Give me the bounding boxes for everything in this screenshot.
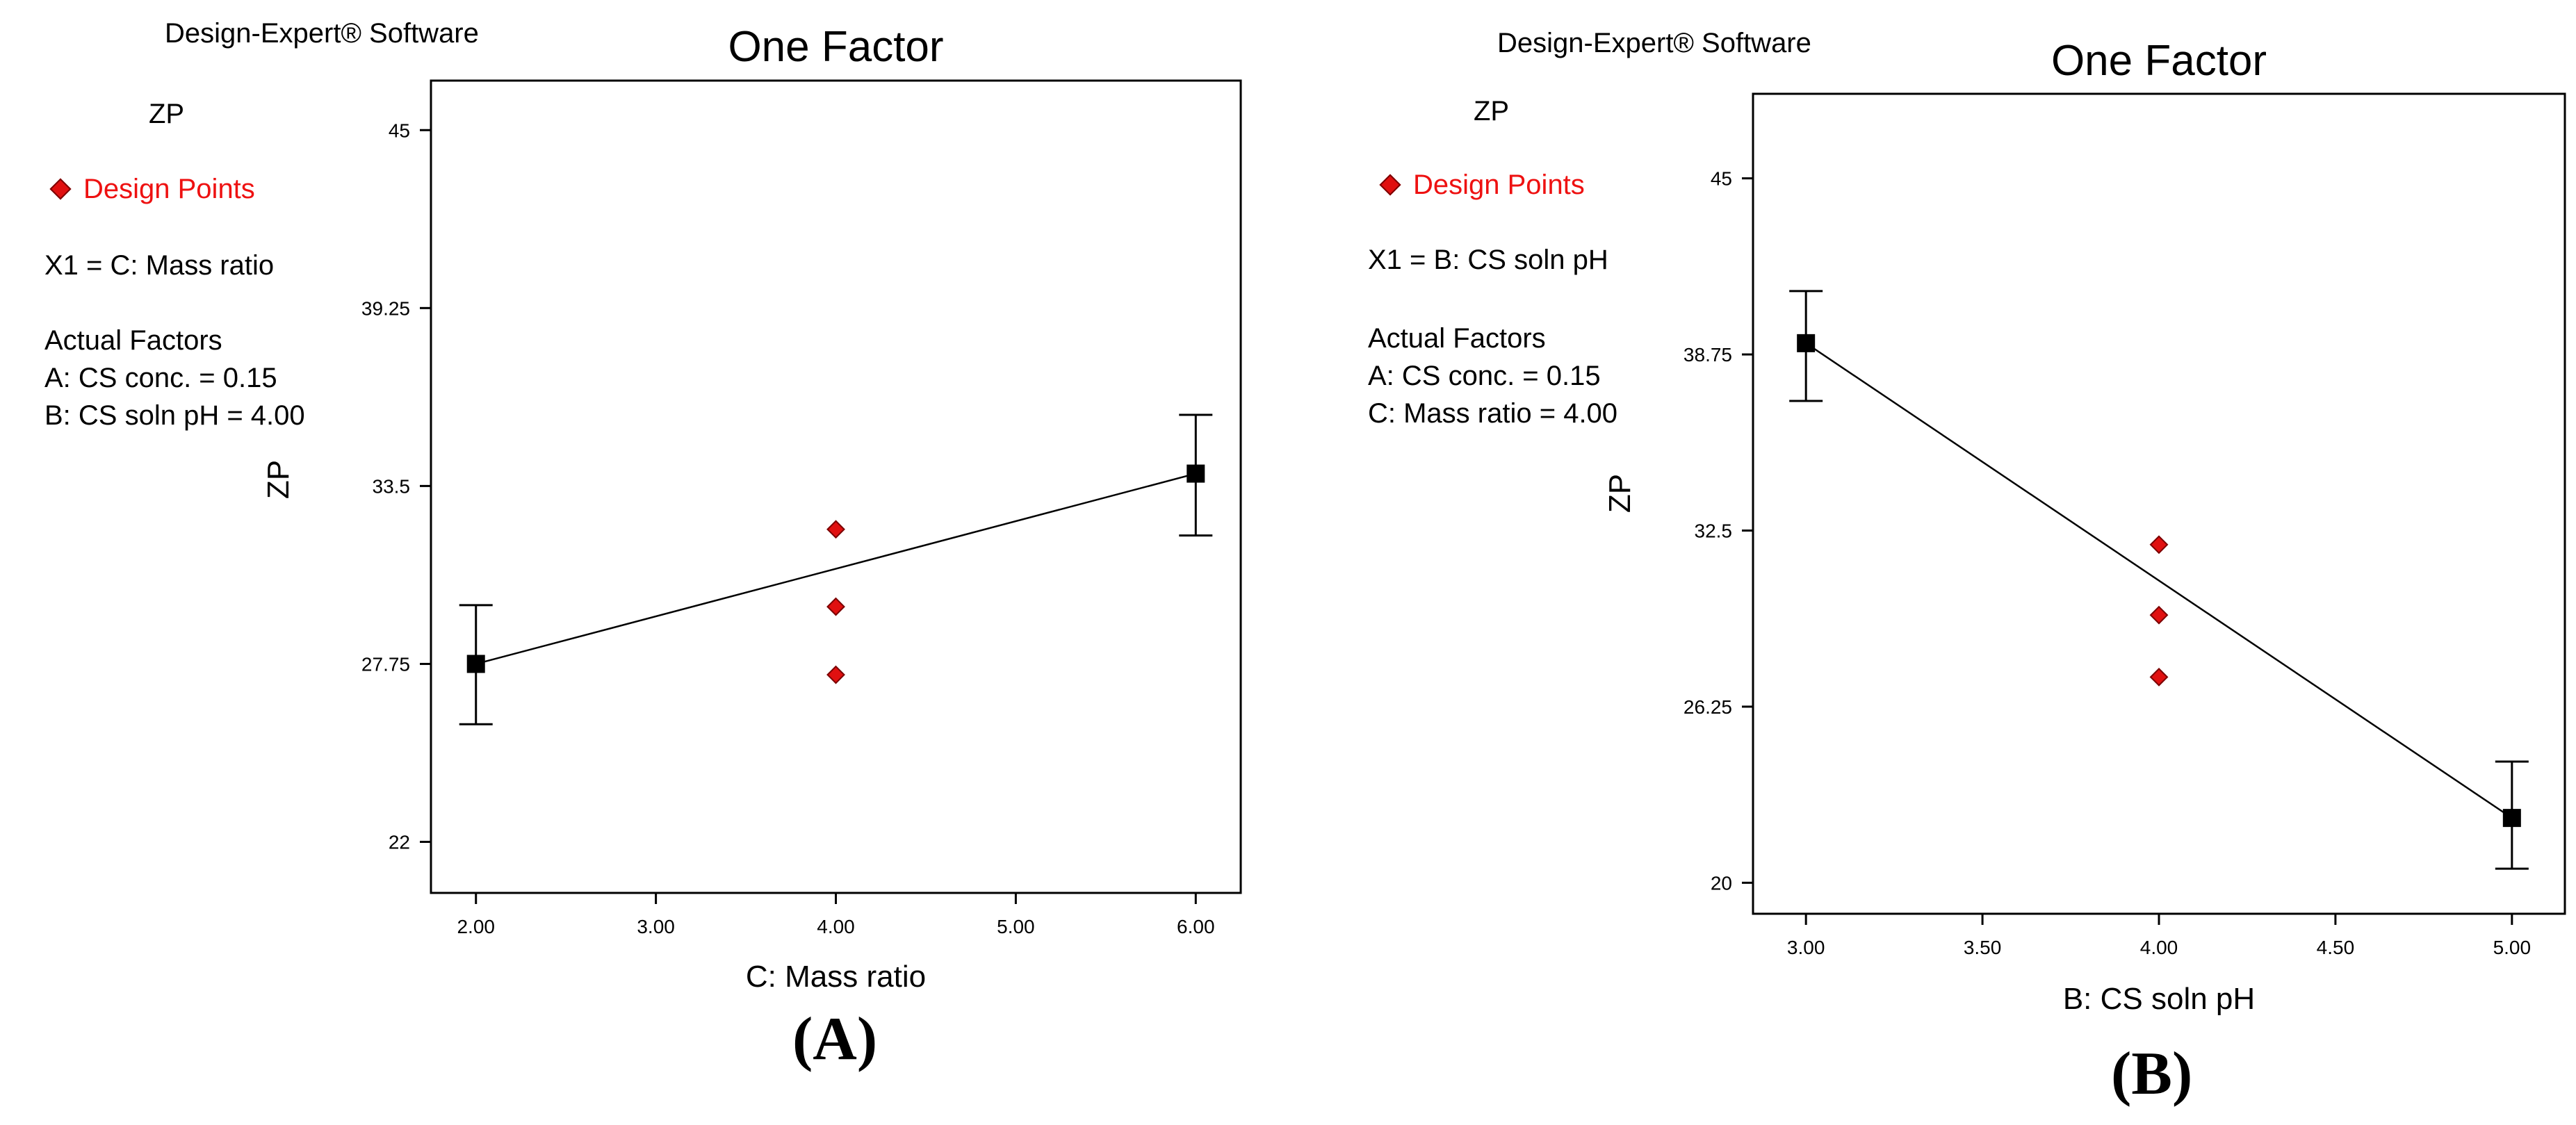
y-tick-label: 22 [389, 832, 410, 853]
y-axis-label: ZP [261, 460, 295, 499]
factor-label: X1 = B: CS soln pH [1368, 245, 1608, 275]
chart-b: One Factor 20 26.25 32.5 38.75 45 3.00 3.50 4.00… [1603, 37, 2566, 1016]
x-tick-label: 6.00 [1177, 916, 1215, 937]
x-tick-label: 3.00 [1787, 937, 1825, 958]
y-axis-label: ZP [1603, 474, 1637, 513]
plot-frame [430, 79, 1242, 894]
software-label: Design-Expert® Software [165, 18, 479, 49]
prediction-marker [466, 655, 485, 673]
x-tick-label: 3.00 [637, 916, 675, 937]
design-points-legend: Design Points [47, 174, 255, 205]
prediction-marker [1797, 334, 1816, 352]
x-tick-label: 2.00 [457, 916, 495, 937]
panel-a: Design-Expert® Software ZP Design Points… [44, 18, 1242, 1073]
prediction-line [1805, 342, 2513, 819]
y-tick-label: 26.25 [1684, 696, 1732, 718]
x-tick-label: 4.00 [2140, 937, 2178, 958]
x-axis-label: C: Mass ratio [746, 960, 926, 994]
design-point [826, 597, 845, 616]
response-label: ZP [149, 99, 185, 129]
design-point [826, 520, 845, 539]
actual-factors-heading: Actual Factors [44, 325, 222, 356]
y-tick-label: 39.25 [361, 297, 410, 319]
prediction-line [475, 473, 1196, 665]
actual-factor-line: C: Mass ratio = 4.00 [1368, 398, 1618, 429]
x-tick-label: 4.50 [2317, 937, 2355, 958]
design-points-label: Design Points [83, 174, 255, 204]
y-tick-label: 27.75 [361, 653, 410, 675]
y-tick-label: 45 [389, 120, 410, 141]
x-axis-label: B: CS soln pH [2063, 982, 2255, 1016]
figure-label: (A) [792, 1005, 878, 1073]
figure-label: (B) [2111, 1040, 2193, 1108]
software-label: Design-Expert® Software [1497, 28, 1811, 58]
y-tick-label: 38.75 [1684, 344, 1732, 366]
x-tick-label: 4.00 [817, 916, 855, 937]
x-tick-label: 5.00 [997, 916, 1035, 937]
y-tick-label: 45 [1711, 168, 1732, 190]
x-tick-label: 3.50 [1964, 937, 2002, 958]
actual-factor-line: A: CS conc. = 0.15 [1368, 361, 1601, 391]
design-points-legend: Design Points [1377, 170, 1585, 201]
chart-title: One Factor [728, 23, 943, 71]
y-tick-label: 33.5 [373, 475, 411, 497]
response-label: ZP [1474, 96, 1510, 126]
prediction-marker [2502, 809, 2521, 828]
factor-label: X1 = C: Mass ratio [44, 250, 275, 281]
chart-title: One Factor [2051, 37, 2267, 85]
design-point [2149, 605, 2169, 625]
actual-factors: Actual Factors A: CS conc. = 0.15 C: Mas… [1368, 320, 1617, 432]
design-point [826, 665, 845, 684]
design-point [2149, 535, 2169, 555]
actual-factor-line: A: CS conc. = 0.15 [44, 363, 277, 393]
y-tick-label: 20 [1711, 872, 1732, 894]
design-points-label: Design Points [1413, 170, 1585, 200]
plot-frame [1752, 92, 2566, 915]
x-tick-label: 5.00 [2493, 937, 2532, 958]
actual-factors-heading: Actual Factors [1368, 323, 1546, 354]
actual-factor-line: B: CS soln pH = 4.00 [44, 400, 305, 431]
chart-a: One Factor 22 27.75 33.5 39.25 45 2.00 3.00 4.00… [261, 23, 1242, 994]
panel-b: Design-Expert® Software ZP Design Points… [1288, 0, 2576, 1125]
y-tick-label: 32.5 [1695, 520, 1733, 542]
actual-factors: Actual Factors A: CS conc. = 0.15 B: CS … [44, 322, 305, 434]
prediction-marker [1187, 464, 1205, 483]
design-point [2149, 667, 2169, 687]
